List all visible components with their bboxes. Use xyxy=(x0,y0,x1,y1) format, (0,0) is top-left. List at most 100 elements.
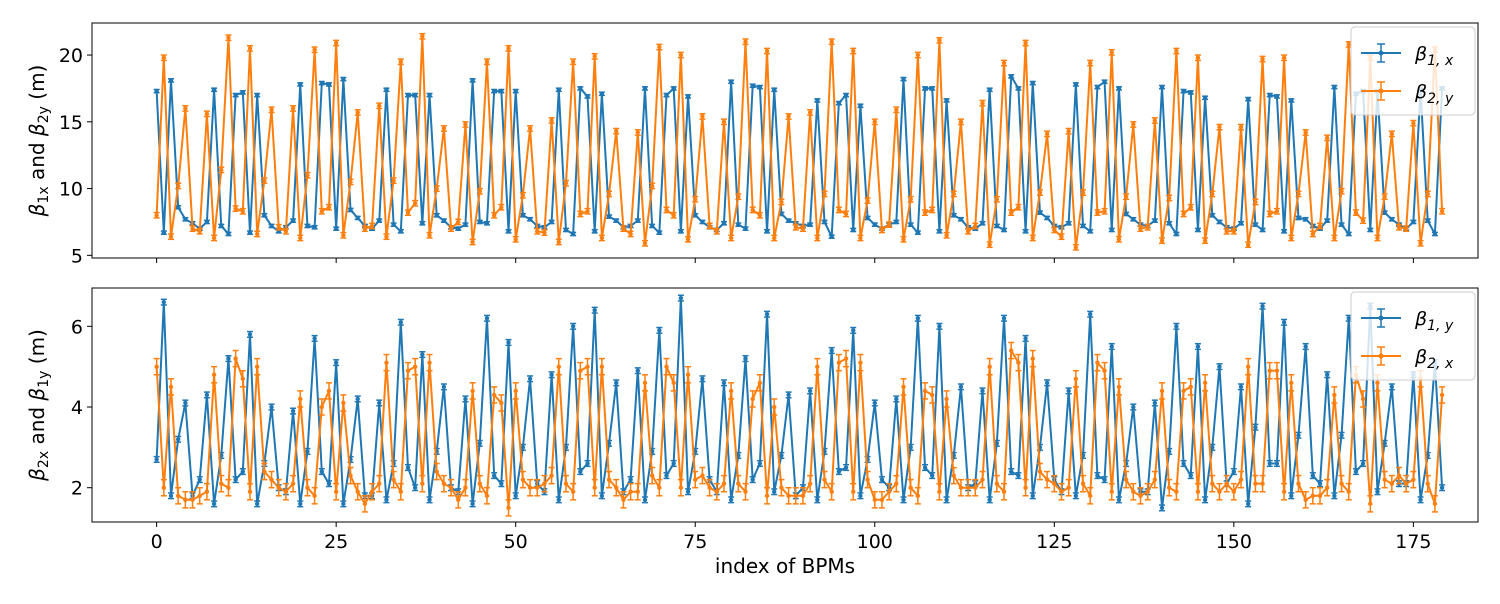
data-point xyxy=(1332,84,1337,90)
data-point xyxy=(477,189,482,194)
data-point xyxy=(1016,86,1021,91)
data-point xyxy=(290,481,296,486)
data-point xyxy=(1439,485,1445,490)
data-point xyxy=(549,473,554,478)
data-point xyxy=(786,392,791,398)
data-point xyxy=(341,501,346,507)
data-point xyxy=(1231,229,1237,234)
data-point xyxy=(1145,225,1150,230)
data-point xyxy=(793,493,798,498)
data-point xyxy=(484,493,490,498)
data-point xyxy=(298,235,303,241)
data-point xyxy=(944,396,949,402)
data-point xyxy=(1188,205,1193,210)
data-point xyxy=(1360,396,1366,402)
data-point xyxy=(161,55,167,60)
data-point xyxy=(362,226,368,231)
series-2x xyxy=(153,341,1446,517)
data-point xyxy=(1210,445,1215,450)
data-point xyxy=(1310,473,1316,478)
data-point xyxy=(1411,477,1416,482)
data-point xyxy=(1044,477,1050,482)
data-point xyxy=(369,489,375,494)
data-point xyxy=(247,332,253,337)
data-point xyxy=(836,469,842,474)
data-point xyxy=(606,441,612,446)
data-point xyxy=(247,230,253,235)
data-point xyxy=(851,328,856,333)
data-point xyxy=(886,489,892,494)
data-point xyxy=(341,76,346,82)
data-point xyxy=(520,193,526,198)
y-axis-label: β2x and β1y (m) xyxy=(25,329,52,482)
data-point xyxy=(326,82,332,87)
x-tick-label: 150 xyxy=(1216,531,1252,553)
data-point xyxy=(599,364,605,369)
data-point xyxy=(377,481,382,486)
data-point xyxy=(930,473,935,478)
data-point xyxy=(606,191,612,197)
data-point xyxy=(1023,485,1028,490)
data-point xyxy=(1109,489,1114,494)
series-2y xyxy=(153,32,1446,251)
data-point xyxy=(1339,481,1344,486)
data-point xyxy=(879,477,885,482)
data-point xyxy=(1202,497,1208,503)
data-point xyxy=(664,92,669,98)
data-point xyxy=(858,103,863,108)
data-point xyxy=(348,207,353,213)
data-point xyxy=(542,230,547,235)
data-point xyxy=(1245,96,1251,102)
data-point xyxy=(463,485,468,490)
data-point xyxy=(1389,131,1395,137)
data-point xyxy=(973,485,978,490)
data-point xyxy=(1260,303,1265,309)
data-point xyxy=(678,229,684,234)
data-point xyxy=(728,497,734,503)
data-point xyxy=(1253,481,1258,486)
data-point xyxy=(1109,50,1114,55)
data-point xyxy=(1375,489,1380,494)
y-axis-label-part: 1y xyxy=(36,371,52,388)
data-point xyxy=(599,235,605,241)
data-point xyxy=(750,83,755,88)
data-point xyxy=(671,86,676,91)
data-point xyxy=(456,497,461,503)
data-point xyxy=(484,316,490,321)
data-point xyxy=(1030,356,1035,361)
data-point xyxy=(570,59,576,64)
data-point xyxy=(728,79,734,84)
data-point xyxy=(822,191,827,197)
legend-label-sub: 2, x xyxy=(1427,356,1454,372)
data-point xyxy=(341,233,346,238)
data-point xyxy=(1052,481,1057,486)
data-point xyxy=(757,84,763,90)
data-point xyxy=(1195,344,1201,349)
data-point xyxy=(1274,209,1280,214)
data-point xyxy=(578,86,583,91)
data-point xyxy=(312,225,317,230)
data-point xyxy=(434,469,439,474)
data-point xyxy=(499,88,504,94)
data-point xyxy=(764,48,770,54)
data-point xyxy=(1303,344,1308,349)
data-point xyxy=(491,213,497,218)
data-point xyxy=(1195,55,1201,60)
data-point xyxy=(836,100,842,106)
data-point xyxy=(1403,226,1409,231)
data-point xyxy=(448,226,454,231)
data-point xyxy=(700,114,705,119)
data-point xyxy=(319,80,325,86)
data-point xyxy=(506,46,511,51)
data-point xyxy=(965,485,971,490)
data-point xyxy=(1181,388,1186,394)
data-point xyxy=(642,241,648,246)
data-point xyxy=(1253,424,1258,430)
data-point xyxy=(980,388,985,394)
data-point xyxy=(980,221,985,226)
data-point xyxy=(1396,225,1402,230)
data-point xyxy=(958,384,964,390)
data-point xyxy=(657,485,662,490)
data-point xyxy=(312,493,317,498)
